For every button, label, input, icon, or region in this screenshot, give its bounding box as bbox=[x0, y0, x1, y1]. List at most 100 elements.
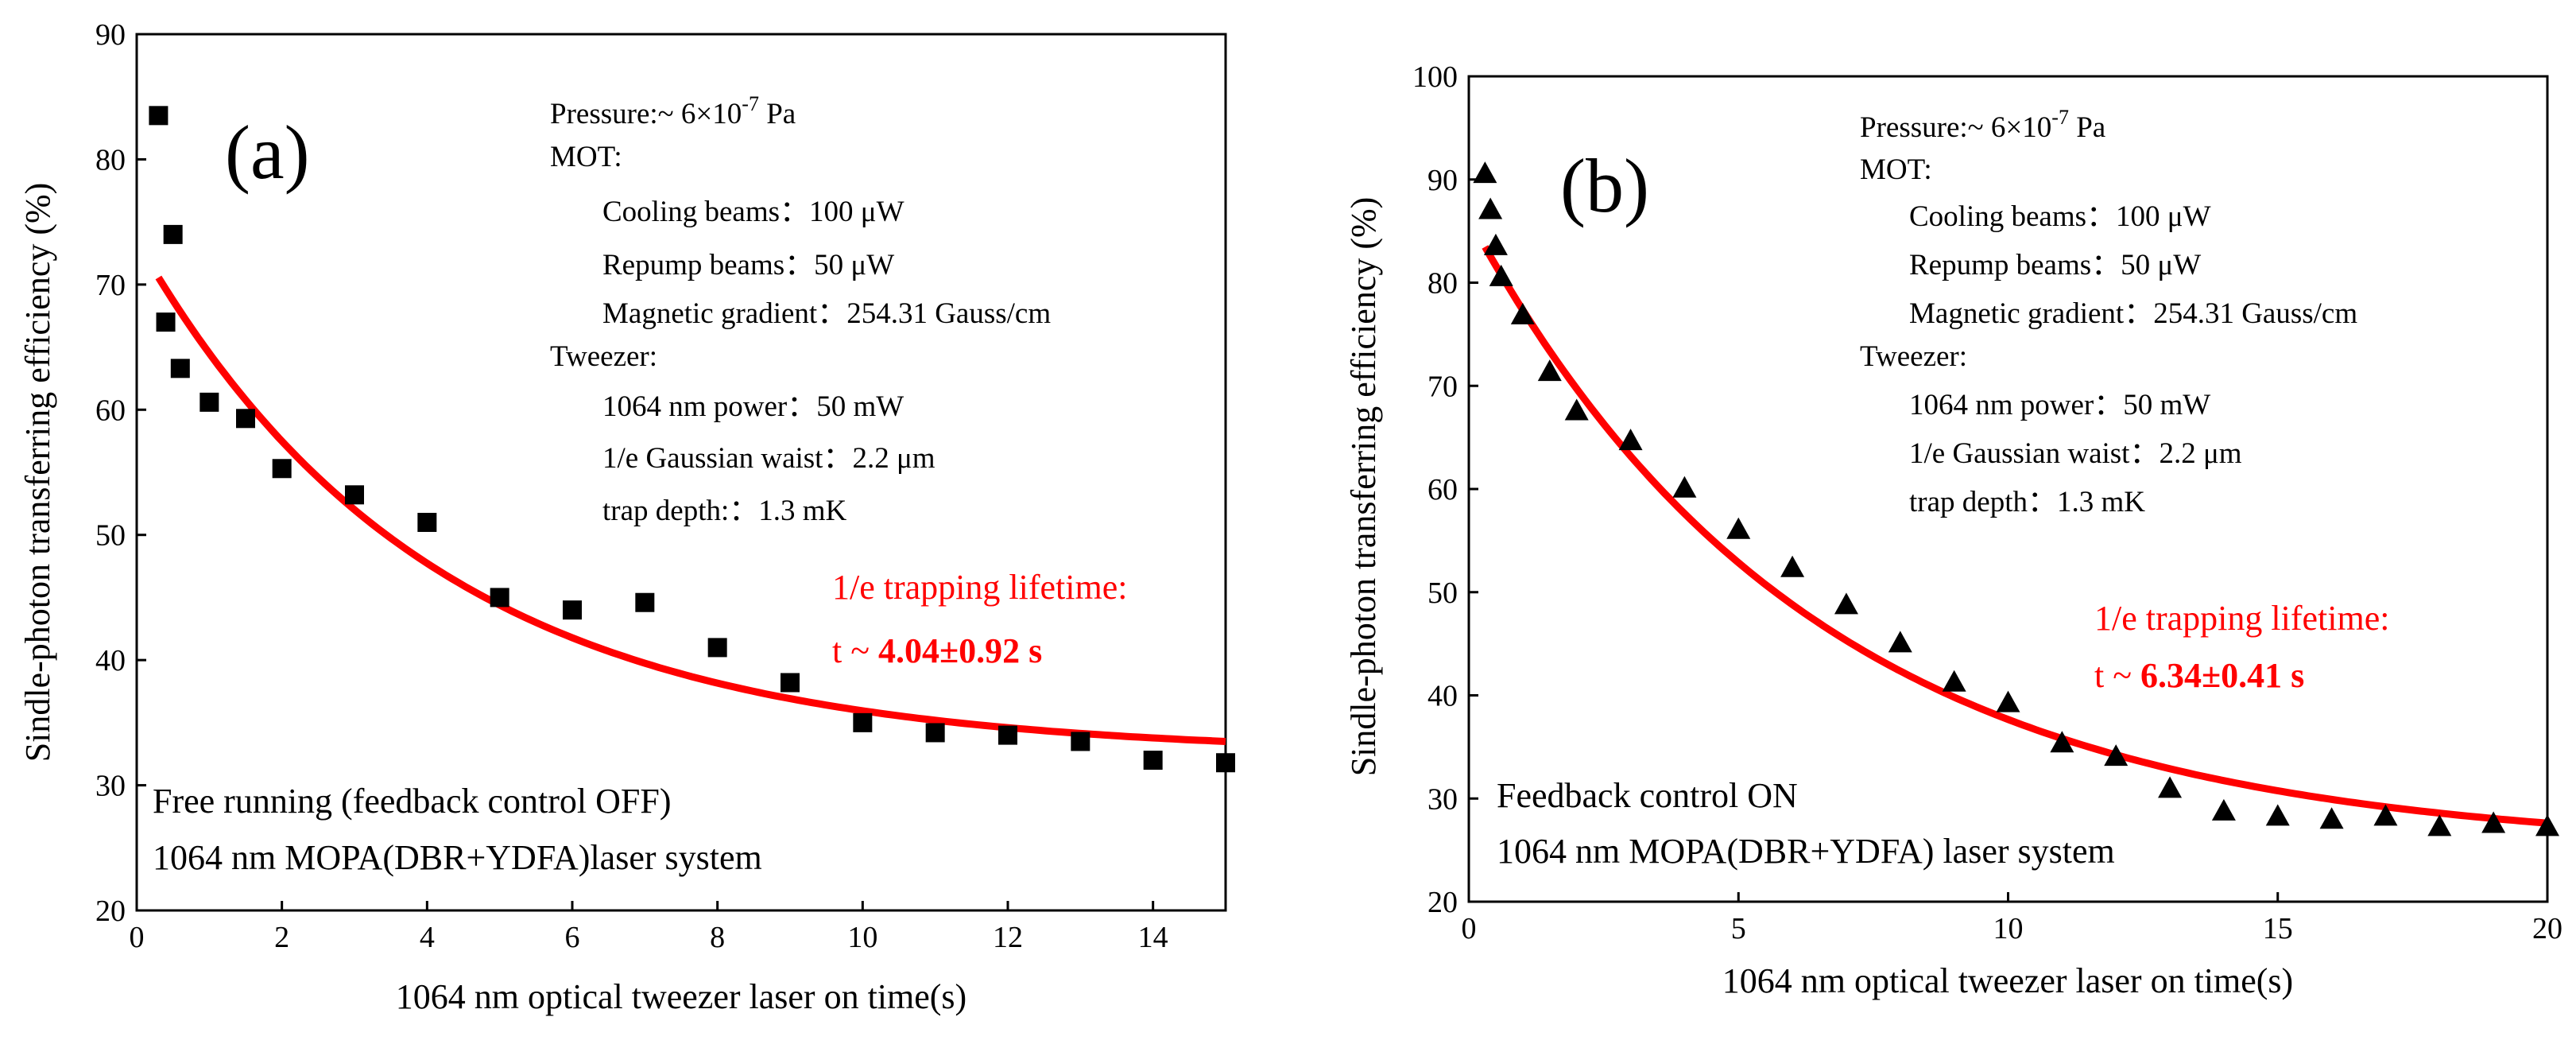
condition-line1-b: Feedback control ON bbox=[1497, 776, 1798, 815]
y-tick-label: 90 bbox=[1427, 164, 1458, 197]
data-point bbox=[853, 712, 873, 732]
fit-curve-b bbox=[1482, 245, 2548, 827]
y-tick-label: 100 bbox=[1412, 60, 1458, 94]
y-tick-label: 20 bbox=[1427, 886, 1458, 919]
data-point bbox=[1672, 475, 1697, 498]
fit-line bbox=[155, 275, 1226, 745]
data-point bbox=[417, 512, 437, 532]
data-point bbox=[1143, 751, 1163, 770]
data-point bbox=[998, 725, 1017, 745]
data-point bbox=[2373, 804, 2398, 826]
depth-line-b: trap depth：1.3 mK bbox=[1909, 486, 2145, 518]
y-axis-label-a: Sindle-photon transferring efficiency (%… bbox=[18, 183, 57, 763]
condition-line2-b: 1064 nm MOPA(DBR+YDFA) laser system bbox=[1497, 832, 2115, 871]
data-point bbox=[345, 485, 364, 505]
data-point bbox=[272, 459, 292, 479]
data-point bbox=[2104, 744, 2129, 767]
panel-label-b: (b) bbox=[1560, 143, 1649, 228]
ticks-b: 0 5 10 15 20 20 30 40 50 60 70 80 90 100 bbox=[1412, 60, 2562, 945]
x-tick-label: 0 bbox=[130, 921, 145, 954]
pressure-line-a: Pressure:~ 6×10-7 Pa bbox=[550, 92, 796, 130]
data-point bbox=[1726, 517, 1751, 539]
waist-line-b: 1/e Gaussian waist：2.2 μm bbox=[1909, 437, 2242, 470]
data-point bbox=[1564, 398, 1589, 421]
pressure-line-b: Pressure:~ 6×10-7 Pa bbox=[1860, 106, 2105, 144]
x-tick-label: 10 bbox=[847, 921, 877, 954]
y-tick-label: 60 bbox=[95, 394, 126, 427]
x-tick-label: 12 bbox=[993, 921, 1023, 954]
lifetime-value-b: t ~ 6.34±0.41 s bbox=[2094, 656, 2304, 695]
lifetime-label-a: 1/e trapping lifetime: bbox=[832, 568, 1127, 607]
x-tick-label: 4 bbox=[420, 921, 435, 954]
lifetime-value-a: t ~ 4.04±0.92 s bbox=[832, 631, 1042, 670]
y-tick-label: 90 bbox=[95, 18, 126, 52]
data-point bbox=[2211, 798, 2236, 821]
cooling-line-b: Cooling beams：100 μW bbox=[1909, 200, 2211, 233]
gradient-line-a: Magnetic gradient：254.31 Gauss/cm bbox=[602, 297, 1051, 330]
data-point bbox=[1216, 753, 1235, 773]
gradient-line-b: Magnetic gradient：254.31 Gauss/cm bbox=[1909, 297, 2357, 330]
x-tick-label: 5 bbox=[1731, 912, 1746, 945]
data-point bbox=[1071, 732, 1090, 751]
data-point bbox=[1834, 592, 1858, 615]
y-axis-label-b: Sindle-photon transferring efficiency (%… bbox=[1344, 197, 1383, 777]
waist-line-a: 1/e Gaussian waist：2.2 μm bbox=[602, 442, 935, 475]
panel-a: 0 2 4 6 8 10 12 14 20 30 40 50 60 70 80 90 1064 nm opti… bbox=[18, 18, 1235, 1016]
y-tick-label: 40 bbox=[95, 644, 126, 677]
data-point bbox=[1942, 670, 1966, 692]
y-tick-label: 60 bbox=[1427, 473, 1458, 507]
data-point bbox=[1537, 359, 1562, 382]
data-point bbox=[2050, 731, 2074, 753]
y-tick-label: 80 bbox=[95, 143, 126, 177]
y-tick-label: 50 bbox=[95, 519, 126, 553]
y-tick-label: 30 bbox=[1427, 782, 1458, 816]
power-line-b: 1064 nm power：50 mW bbox=[1909, 389, 2210, 421]
data-point bbox=[1510, 302, 1535, 324]
x-tick-label: 6 bbox=[565, 921, 580, 954]
fit-curve-a bbox=[155, 275, 1226, 745]
y-tick-label: 30 bbox=[95, 770, 126, 803]
data-point bbox=[2427, 814, 2452, 836]
fit-line bbox=[1482, 245, 2548, 827]
mot-heading-a: MOT: bbox=[550, 141, 622, 173]
power-line-a: 1064 nm power：50 mW bbox=[602, 390, 904, 423]
y-tick-label: 20 bbox=[95, 895, 126, 928]
lifetime-label-b: 1/e trapping lifetime: bbox=[2094, 599, 2389, 638]
x-tick-label: 2 bbox=[274, 921, 289, 954]
data-point bbox=[563, 600, 582, 620]
data-points-a bbox=[149, 106, 1235, 773]
data-point bbox=[156, 312, 176, 332]
mot-heading-b: MOT: bbox=[1860, 153, 1932, 186]
data-point bbox=[149, 106, 169, 126]
data-point bbox=[2481, 811, 2506, 833]
data-point bbox=[1618, 429, 1643, 451]
repump-line-a: Repump beams：50 μW bbox=[602, 249, 894, 281]
y-tick-label: 70 bbox=[1427, 370, 1458, 403]
data-point bbox=[2158, 776, 2183, 798]
data-point bbox=[1996, 690, 2020, 712]
condition-line1-a: Free running (feedback control OFF) bbox=[153, 782, 671, 821]
data-point bbox=[1483, 233, 1508, 255]
data-point bbox=[925, 723, 945, 743]
x-tick-label: 8 bbox=[710, 921, 725, 954]
depth-line-a: trap depth:：1.3 mK bbox=[602, 495, 847, 527]
data-point bbox=[236, 409, 255, 429]
panel-b: 0 5 10 15 20 20 30 40 50 60 70 80 90 100 1064 nm opti… bbox=[1344, 60, 2562, 1000]
data-point bbox=[2265, 804, 2290, 826]
data-point bbox=[1489, 264, 1513, 286]
x-tick-label: 10 bbox=[1993, 912, 2024, 945]
y-tick-label: 70 bbox=[95, 269, 126, 302]
data-point bbox=[707, 638, 727, 658]
y-tick-label: 50 bbox=[1427, 576, 1458, 610]
data-point bbox=[163, 224, 183, 244]
data-point bbox=[1780, 555, 1805, 577]
repump-line-b: Repump beams：50 μW bbox=[1909, 249, 2201, 281]
y-tick-label: 40 bbox=[1427, 680, 1458, 713]
data-point bbox=[170, 359, 190, 378]
panel-label-a: (a) bbox=[225, 110, 310, 195]
data-points-b bbox=[1473, 161, 2559, 836]
data-point bbox=[1473, 161, 1497, 184]
y-tick-label: 80 bbox=[1427, 267, 1458, 301]
info-box-b: Pressure:~ 6×10-7 Pa MOT: Cooling beams：… bbox=[1860, 106, 2357, 518]
